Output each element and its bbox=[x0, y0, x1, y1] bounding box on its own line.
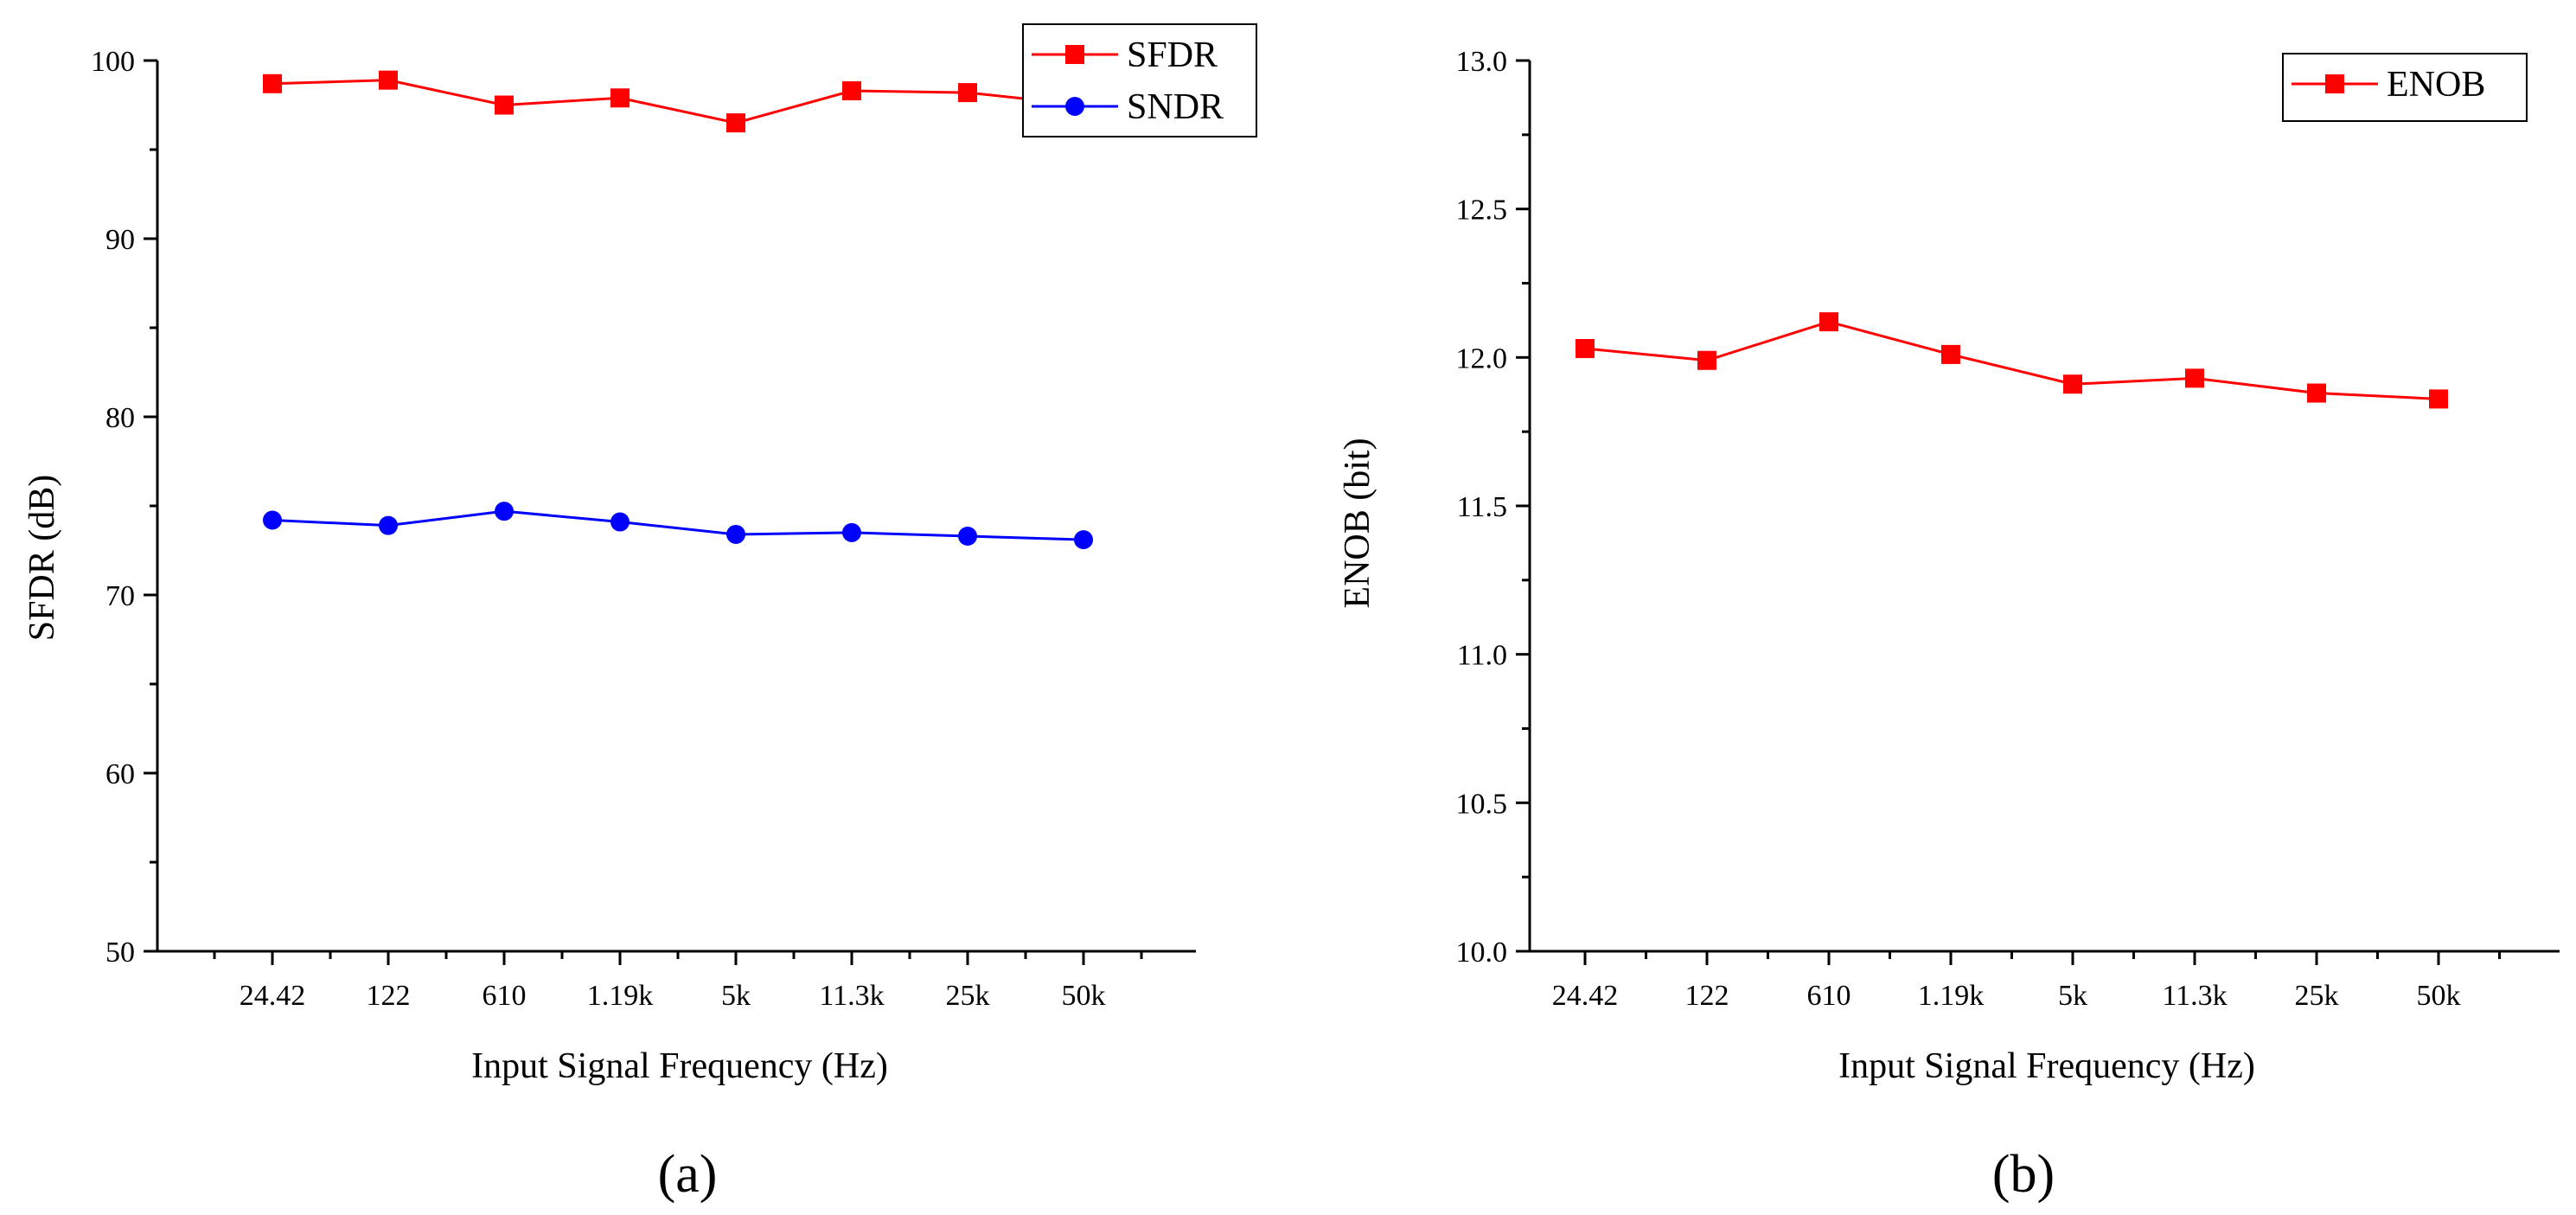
data-point-sndr bbox=[726, 524, 745, 544]
x-tick-label: 1.19k bbox=[587, 980, 654, 1012]
data-point-sfdr bbox=[495, 95, 514, 115]
y-tick-label: 60 bbox=[105, 758, 135, 790]
chart-a-series bbox=[263, 70, 1093, 550]
y-tick-label: 90 bbox=[105, 224, 135, 256]
data-point-sfdr bbox=[842, 81, 861, 101]
data-point-sndr bbox=[495, 502, 514, 521]
x-tick-label: 25k bbox=[946, 980, 990, 1012]
data-point-sfdr bbox=[610, 88, 630, 108]
data-point-sndr bbox=[842, 522, 861, 542]
x-tick-label: 5k bbox=[2058, 980, 2087, 1012]
data-point-enob bbox=[1576, 339, 1595, 359]
chart-a-legend: SFDR SNDR bbox=[1022, 23, 1257, 137]
series-line-sndr bbox=[272, 509, 1084, 541]
chart-a-panel-label: (a) bbox=[658, 1145, 718, 1204]
y-tick-label: 10.0 bbox=[1456, 937, 1508, 969]
chart-b-panel-label: (b) bbox=[1992, 1145, 2055, 1204]
data-point-enob bbox=[2063, 374, 2082, 394]
y-tick-label: 12.0 bbox=[1456, 342, 1508, 374]
legend-marker-enob bbox=[2325, 74, 2344, 93]
legend-label-sfdr: SFDR bbox=[1127, 35, 1218, 75]
chart-b-series bbox=[1576, 312, 2448, 409]
legend-marker-sndr bbox=[1065, 97, 1084, 116]
chart-a: 50 60 70 80 90 100 24.42 122 610 1.19k 5k 11.3k 25k… bbox=[22, 23, 1257, 1204]
data-point-enob bbox=[1697, 350, 1716, 370]
x-tick-label: 24.42 bbox=[240, 980, 306, 1012]
chart-a-x-axis-label: Input Signal Frequency (Hz) bbox=[471, 1046, 888, 1086]
data-point-sndr bbox=[1074, 530, 1093, 550]
x-tick-label: 25k bbox=[2295, 980, 2339, 1012]
x-tick-label: 24.42 bbox=[1552, 980, 1619, 1012]
data-point-sndr bbox=[379, 515, 398, 535]
y-tick-label: 80 bbox=[105, 402, 135, 434]
data-point-sfdr bbox=[958, 83, 977, 103]
y-tick-label: 100 bbox=[91, 46, 135, 78]
x-tick-label: 5k bbox=[721, 980, 751, 1012]
series-line-enob bbox=[1584, 320, 2439, 400]
x-tick-label: 122 bbox=[1685, 980, 1729, 1012]
y-tick-label: 11.0 bbox=[1457, 640, 1507, 672]
x-tick-label: 122 bbox=[367, 980, 411, 1012]
y-tick-label: 12.5 bbox=[1456, 195, 1508, 227]
data-point-sndr bbox=[958, 527, 977, 547]
series-line-sfdr bbox=[272, 79, 1084, 125]
y-tick-label: 50 bbox=[105, 937, 135, 969]
x-tick-label: 50k bbox=[1062, 980, 1106, 1012]
chart-b-y-axis-label: ENOB (bit) bbox=[1338, 438, 1377, 608]
chart-b: 10.0 10.5 11.0 11.5 12.0 12.5 13.0 24.42 122 610… bbox=[1338, 46, 2560, 1204]
legend-label-sndr: SNDR bbox=[1127, 87, 1224, 127]
chart-b-legend: ENOB bbox=[2282, 53, 2528, 122]
y-tick-label: 13.0 bbox=[1456, 46, 1508, 78]
data-point-enob bbox=[1941, 344, 1960, 364]
chart-b-xticks: 24.42 122 610 1.19k 5k 11.3k 25k 50k bbox=[1552, 951, 2501, 1012]
chart-b-frame bbox=[1528, 61, 2560, 953]
data-point-sfdr bbox=[726, 113, 745, 133]
y-tick-label: 70 bbox=[105, 580, 135, 612]
legend-marker-sfdr bbox=[1065, 45, 1084, 64]
data-point-enob bbox=[2307, 383, 2326, 403]
x-tick-label: 50k bbox=[2417, 980, 2461, 1012]
legend-box bbox=[1022, 23, 1257, 137]
x-tick-label: 11.3k bbox=[2162, 980, 2227, 1012]
y-tick-label: 11.5 bbox=[1457, 491, 1507, 523]
data-point-sfdr bbox=[379, 70, 398, 90]
data-point-sndr bbox=[610, 512, 630, 532]
x-tick-label: 610 bbox=[1807, 980, 1851, 1012]
x-tick-label: 1.19k bbox=[1918, 980, 1985, 1012]
chart-a-yticks: 50 60 70 80 90 100 bbox=[91, 46, 157, 969]
data-point-enob bbox=[2185, 368, 2204, 388]
y-tick-label: 10.5 bbox=[1456, 788, 1508, 820]
legend-box bbox=[2282, 53, 2528, 122]
data-point-enob bbox=[1819, 312, 1838, 332]
chart-b-x-axis-label: Input Signal Frequency (Hz) bbox=[1838, 1046, 2255, 1086]
data-point-sfdr bbox=[263, 74, 282, 93]
x-tick-label: 610 bbox=[483, 980, 527, 1012]
legend-label-enob: ENOB bbox=[2387, 65, 2485, 105]
chart-a-xticks: 24.42 122 610 1.19k 5k 11.3k 25k 50k bbox=[213, 951, 1143, 1012]
data-point-sndr bbox=[263, 510, 282, 530]
data-point-enob bbox=[2429, 389, 2448, 409]
chart-a-y-axis-label: SFDR (dB) bbox=[22, 475, 62, 642]
chart-a-frame bbox=[156, 61, 1196, 953]
chart-b-yticks: 10.0 10.5 11.0 11.5 12.0 12.5 13.0 bbox=[1456, 46, 1530, 969]
x-tick-label: 11.3k bbox=[819, 980, 884, 1012]
